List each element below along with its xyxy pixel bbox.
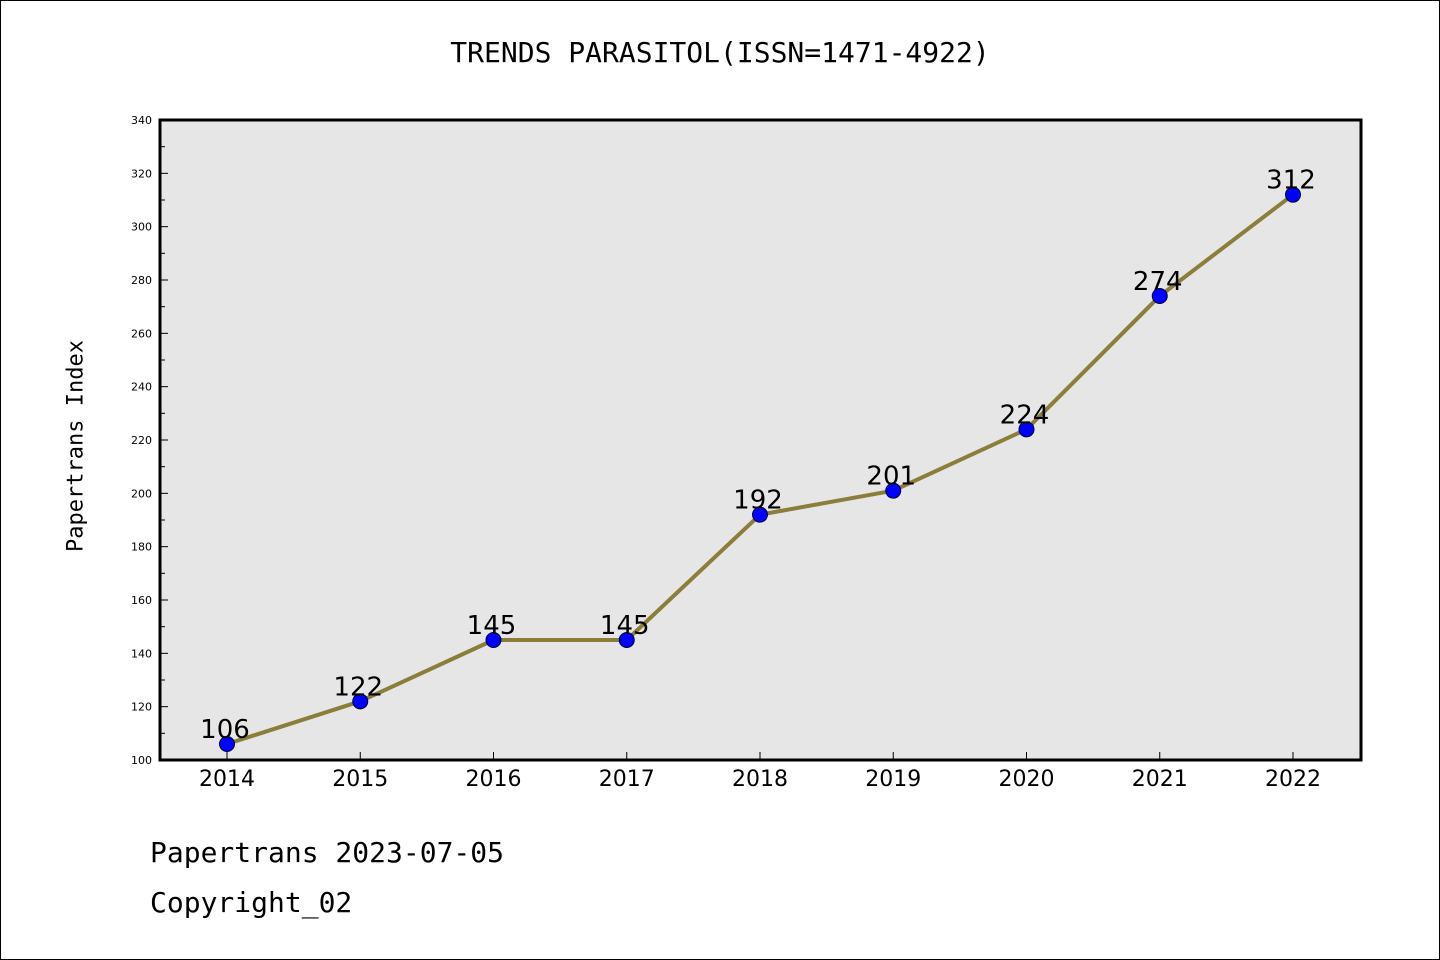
y-tick-label: 220 xyxy=(131,434,152,447)
data-label: 201 xyxy=(866,462,916,492)
data-label: 122 xyxy=(333,672,383,702)
data-label: 312 xyxy=(1266,166,1316,196)
data-label: 224 xyxy=(1000,400,1050,430)
y-tick-label: 120 xyxy=(131,701,152,714)
x-tick-label: 2020 xyxy=(999,767,1055,792)
chart-title: TRENDS PARASITOL(ISSN=1471-4922) xyxy=(450,36,990,69)
x-tick-label: 2014 xyxy=(199,767,255,792)
data-labels: 106 122 145 145 192 201 224 274 312 xyxy=(200,166,1316,745)
data-point xyxy=(352,693,369,710)
data-label: 145 xyxy=(467,611,517,641)
y-tick-label: 140 xyxy=(131,647,152,660)
x-tick-label: 2019 xyxy=(865,767,921,792)
data-markers xyxy=(219,186,1301,752)
y-tick-label: 100 xyxy=(131,754,152,767)
data-label: 274 xyxy=(1133,267,1183,297)
x-tick-label: 2016 xyxy=(466,767,522,792)
x-axis: 2014 2015 2016 2017 2018 2019 2020 2021 2022 xyxy=(199,752,1321,792)
y-tick-label: 160 xyxy=(131,594,152,607)
y-tick-label: 180 xyxy=(131,541,152,554)
data-point xyxy=(885,482,902,499)
data-point xyxy=(485,632,502,648)
footer-date: Papertrans 2023-07-05 xyxy=(150,836,505,869)
data-point xyxy=(1285,186,1301,203)
x-tick-label: 2021 xyxy=(1132,767,1188,792)
y-tick-label: 200 xyxy=(131,487,152,500)
data-point xyxy=(752,506,768,523)
data-point xyxy=(1018,421,1035,438)
y-axis: 100 120 140 160 180 200 220 240 260 280 300 320 340 xyxy=(131,114,168,767)
x-tick-label: 2015 xyxy=(332,767,388,792)
x-tick-label: 2018 xyxy=(732,767,788,792)
y-tick-label: 300 xyxy=(131,221,152,234)
y-tick-label: 240 xyxy=(131,381,152,394)
x-tick-label: 2022 xyxy=(1265,767,1321,792)
plot-border xyxy=(158,118,1363,762)
plot-area xyxy=(160,120,1361,760)
x-tick-label: 2017 xyxy=(599,767,655,792)
data-point xyxy=(219,736,235,752)
data-label: 192 xyxy=(733,486,783,516)
footer-copyright: Copyright_02 xyxy=(150,886,353,919)
data-point xyxy=(618,632,635,648)
data-point xyxy=(1151,288,1168,304)
y-tick-label: 260 xyxy=(131,327,152,340)
y-tick-label: 340 xyxy=(131,114,152,127)
y-tick-label: 320 xyxy=(131,167,152,180)
data-label: 145 xyxy=(600,611,650,641)
data-label: 106 xyxy=(200,715,250,745)
y-tick-label: 280 xyxy=(131,274,152,287)
